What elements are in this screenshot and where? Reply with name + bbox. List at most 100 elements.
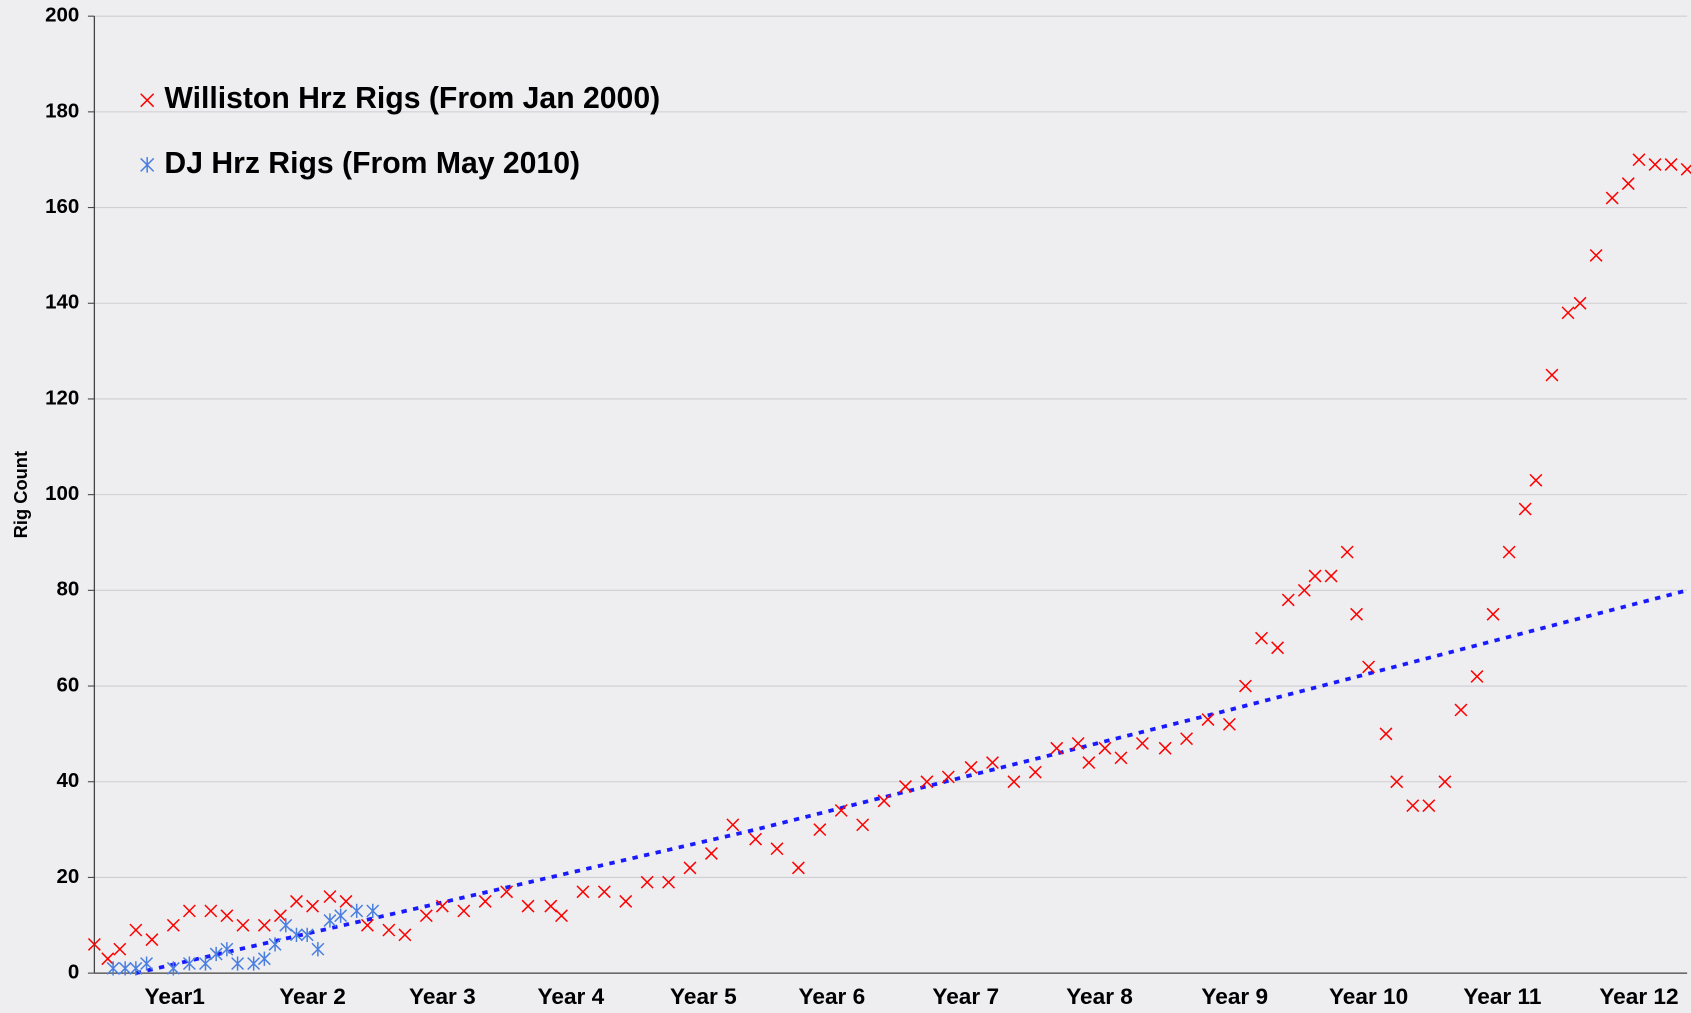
point bbox=[1158, 741, 1172, 755]
point bbox=[290, 894, 303, 908]
point bbox=[1007, 775, 1021, 789]
point bbox=[1648, 158, 1662, 171]
point bbox=[1271, 641, 1285, 655]
point bbox=[521, 899, 535, 913]
point bbox=[129, 961, 143, 976]
point bbox=[300, 927, 314, 942]
point bbox=[268, 937, 282, 952]
x-tick-label: Year 12 bbox=[1599, 984, 1678, 1009]
point bbox=[1486, 607, 1500, 621]
point bbox=[1589, 248, 1603, 262]
point bbox=[1114, 751, 1128, 765]
point bbox=[1308, 569, 1322, 583]
y-tick-label: 0 bbox=[68, 961, 79, 984]
point bbox=[1545, 368, 1559, 382]
trendline bbox=[135, 588, 1688, 975]
point bbox=[323, 890, 337, 904]
point bbox=[1561, 306, 1575, 320]
point bbox=[1238, 679, 1252, 693]
point bbox=[1632, 153, 1646, 167]
x-tick-label: Year 11 bbox=[1463, 984, 1541, 1009]
point bbox=[140, 956, 154, 971]
point bbox=[856, 818, 870, 832]
y-tick-label: 180 bbox=[45, 99, 79, 122]
point bbox=[1406, 799, 1420, 813]
x-tick-label: Year 8 bbox=[1066, 984, 1133, 1009]
point bbox=[129, 923, 143, 937]
point bbox=[1379, 727, 1393, 741]
point bbox=[877, 794, 891, 808]
point bbox=[834, 803, 848, 817]
x-tick-label: Year 2 bbox=[279, 984, 346, 1009]
point bbox=[1573, 296, 1587, 310]
point bbox=[220, 909, 234, 923]
point bbox=[273, 909, 287, 923]
point bbox=[619, 894, 633, 908]
point bbox=[1680, 162, 1691, 176]
y-tick-label: 20 bbox=[57, 865, 80, 888]
point bbox=[640, 875, 654, 889]
point bbox=[1135, 736, 1149, 750]
point bbox=[749, 832, 763, 846]
legend-marker bbox=[140, 93, 155, 108]
x-tick-label: Year 5 bbox=[670, 984, 737, 1009]
y-tick-label: 140 bbox=[45, 291, 79, 314]
point bbox=[1621, 177, 1635, 191]
point bbox=[199, 956, 212, 971]
point bbox=[323, 913, 337, 928]
point bbox=[106, 961, 120, 976]
point bbox=[500, 885, 514, 899]
point bbox=[964, 760, 978, 774]
point bbox=[1071, 736, 1085, 750]
point bbox=[1028, 765, 1042, 779]
x-tick-label: Year 6 bbox=[799, 984, 866, 1009]
y-tick-label: 120 bbox=[45, 386, 79, 409]
y-tick-label: 80 bbox=[57, 578, 80, 601]
point bbox=[382, 923, 396, 937]
point bbox=[113, 942, 127, 956]
point bbox=[290, 927, 303, 942]
y-axis-label: Rig Count bbox=[10, 451, 31, 538]
point bbox=[101, 952, 115, 966]
point bbox=[555, 909, 568, 923]
point bbox=[360, 918, 374, 932]
point bbox=[597, 885, 611, 899]
point bbox=[166, 961, 180, 976]
point bbox=[1422, 799, 1436, 813]
point bbox=[1362, 660, 1376, 674]
point bbox=[1082, 756, 1096, 770]
point bbox=[182, 956, 196, 971]
x-tick-label: Year 9 bbox=[1201, 984, 1268, 1009]
y-tick-label: 100 bbox=[45, 482, 79, 505]
point bbox=[1222, 717, 1236, 731]
point bbox=[1180, 732, 1194, 746]
x-tick-label: Year 3 bbox=[409, 984, 476, 1009]
point bbox=[1281, 593, 1295, 607]
point bbox=[941, 770, 955, 784]
point bbox=[419, 909, 433, 923]
point bbox=[1324, 569, 1338, 583]
point bbox=[457, 904, 471, 918]
point bbox=[813, 823, 827, 837]
point bbox=[1050, 741, 1064, 755]
point bbox=[435, 899, 449, 913]
legend-marker bbox=[140, 157, 155, 173]
point bbox=[1664, 158, 1678, 171]
point bbox=[770, 842, 784, 856]
point bbox=[726, 818, 740, 832]
point bbox=[1350, 607, 1364, 621]
point bbox=[986, 756, 999, 770]
point bbox=[576, 885, 590, 899]
point bbox=[1518, 502, 1532, 516]
x-tick-label: Year 4 bbox=[538, 984, 605, 1009]
point bbox=[920, 775, 934, 789]
point bbox=[1340, 545, 1354, 559]
point bbox=[1438, 775, 1452, 789]
point bbox=[182, 904, 196, 918]
point bbox=[791, 861, 805, 875]
point bbox=[899, 780, 912, 793]
point bbox=[334, 908, 348, 923]
y-tick-label: 200 bbox=[45, 4, 79, 27]
